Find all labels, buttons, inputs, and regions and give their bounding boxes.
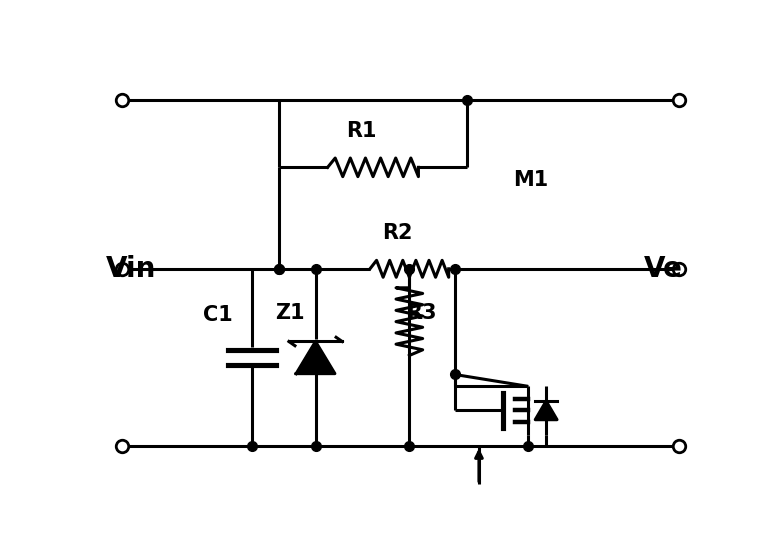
Text: Ve: Ve	[644, 255, 683, 283]
Text: Vin: Vin	[105, 255, 156, 283]
Text: M1: M1	[513, 170, 548, 190]
Text: R1: R1	[346, 121, 376, 142]
Text: R3: R3	[406, 303, 437, 323]
Polygon shape	[535, 401, 557, 419]
Polygon shape	[296, 341, 335, 374]
Text: Z1: Z1	[275, 303, 305, 323]
Text: C1: C1	[202, 305, 232, 326]
Text: R2: R2	[382, 223, 412, 243]
